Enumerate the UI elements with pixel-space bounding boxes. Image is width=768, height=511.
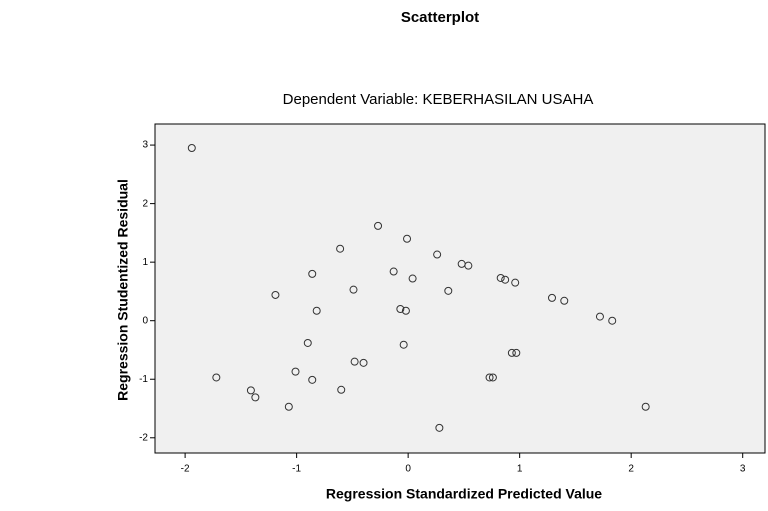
y-tick-label: 3 bbox=[142, 140, 148, 151]
x-tick-label: 1 bbox=[517, 464, 523, 475]
y-axis-title: Regression Studentized Residual bbox=[115, 179, 131, 401]
y-tick-label: -2 bbox=[139, 432, 148, 443]
x-tick-label: -2 bbox=[181, 464, 190, 475]
y-tick-label: 2 bbox=[142, 198, 148, 209]
chart: Scatterplot Dependent Variable: KEBERHAS… bbox=[0, 0, 768, 506]
chart-title: Scatterplot bbox=[401, 9, 479, 26]
chart-subtitle: Dependent Variable: KEBERHASILAN USAHA bbox=[283, 91, 594, 108]
x-tick-label: 0 bbox=[405, 464, 411, 475]
plot-area bbox=[155, 124, 765, 453]
y-tick-label: 1 bbox=[142, 257, 148, 268]
y-tick-label: 0 bbox=[142, 315, 148, 326]
x-tick-label: -1 bbox=[292, 464, 301, 475]
x-tick-label: 3 bbox=[740, 464, 746, 475]
page: {"chart_data": {"type": "scatter", "titl… bbox=[0, 0, 768, 506]
x-tick-label: 2 bbox=[628, 464, 634, 475]
x-axis-title: Regression Standardized Predicted Value bbox=[326, 486, 602, 502]
y-tick-label: -1 bbox=[139, 374, 148, 385]
